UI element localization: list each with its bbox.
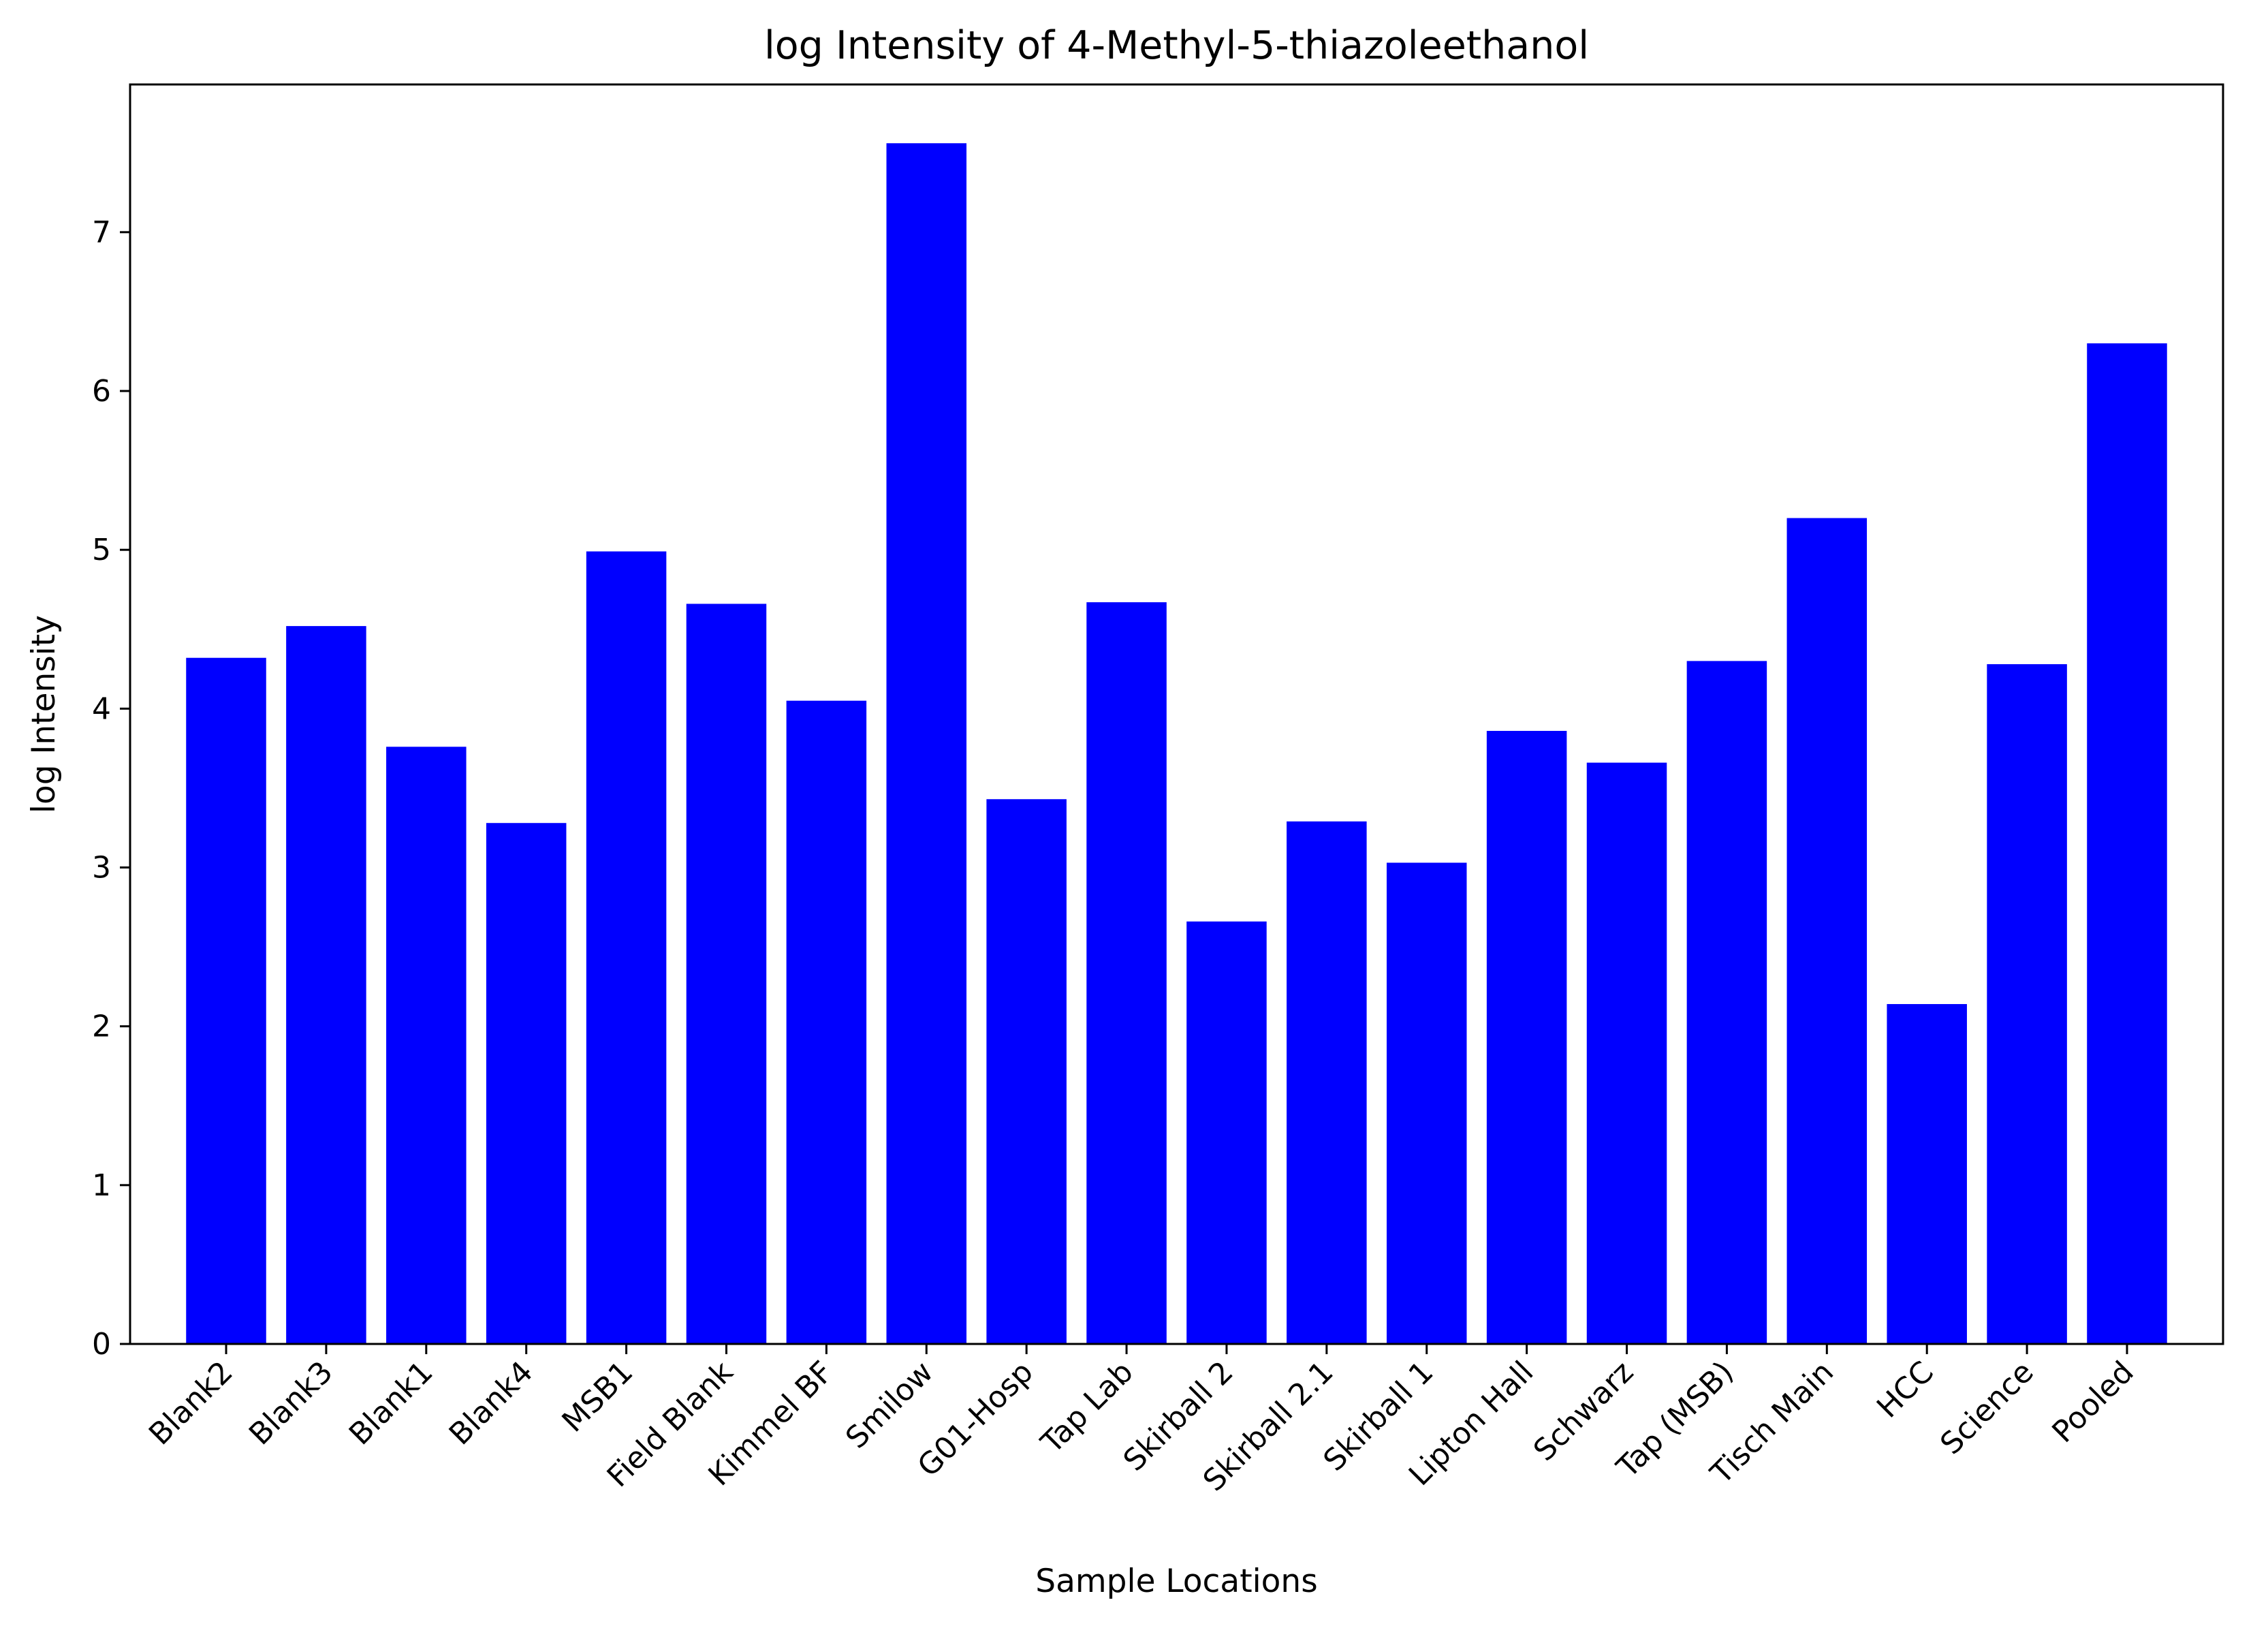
bar-schwarz (1586, 762, 1667, 1344)
bar-skirball-2-1 (1287, 821, 1367, 1344)
y-axis-label: log Intensity (25, 615, 63, 813)
bar-hcc (1887, 1004, 1967, 1344)
bar-smilow (886, 143, 967, 1344)
bar-tap-msb (1686, 661, 1767, 1344)
bar-blank3 (286, 626, 366, 1345)
y-tick-label: 7 (92, 215, 111, 250)
x-axis-label: Sample Locations (1035, 1563, 1317, 1600)
bar-tisch-main (1786, 518, 1868, 1344)
plot-frame (129, 83, 2224, 1345)
y-tick-label: 5 (92, 533, 111, 567)
bar-tap-lab (1086, 602, 1167, 1344)
bar-blank1 (386, 747, 467, 1344)
bars-group (186, 143, 2167, 1345)
y-tick-label: 2 (92, 1009, 111, 1044)
bar-blank4 (486, 823, 567, 1344)
bar-skirball-2 (1186, 921, 1267, 1344)
bar-science (1987, 664, 2067, 1344)
bar-skirball-1 (1386, 862, 1467, 1344)
bar-kimmel-bf (786, 700, 867, 1344)
bar-msb1 (586, 551, 667, 1345)
bar-g01-hosp (986, 799, 1067, 1344)
y-axis: 0 1 2 3 4 5 6 7 (92, 215, 130, 1362)
bar-lipton-hall (1486, 730, 1567, 1344)
chart-title: log Intensity of 4-Methyl-5-thiazoleetha… (764, 23, 1589, 68)
bar-field-blank (686, 604, 767, 1344)
y-tick-label: 1 (92, 1168, 111, 1203)
y-tick-label: 6 (92, 374, 111, 409)
bar-pooled (2087, 343, 2167, 1344)
y-tick-label: 4 (92, 691, 111, 726)
bar-blank2 (186, 657, 266, 1344)
y-tick-label: 3 (92, 851, 111, 886)
y-tick-label: 0 (92, 1327, 111, 1362)
